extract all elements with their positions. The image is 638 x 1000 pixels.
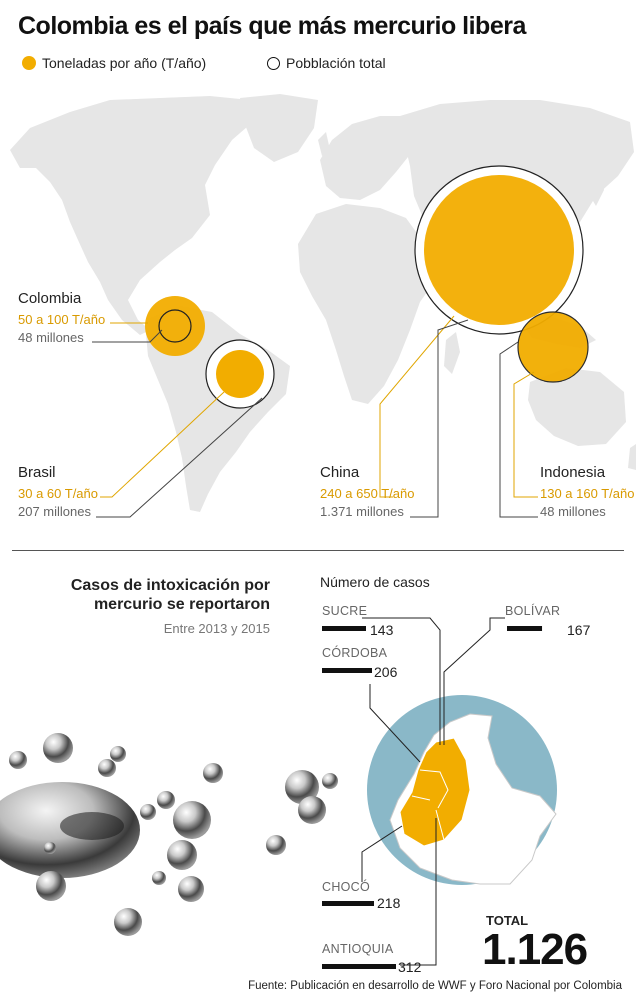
country-tons: 30 a 60 T/año — [18, 486, 98, 501]
country-population: 48 millones — [540, 504, 606, 519]
mercury-droplet — [266, 835, 286, 855]
mercury-droplet — [43, 733, 73, 763]
highlighted-departments — [399, 737, 471, 847]
mercury-droplet — [140, 804, 156, 820]
indonesia-bubble — [517, 311, 589, 383]
europe — [320, 116, 420, 200]
mercury-droplet — [152, 871, 166, 885]
label-indonesia: Indonesia 130 a 160 T/año 48 millones — [540, 464, 634, 519]
madagascar — [444, 332, 460, 374]
dept-value-choco: 218 — [377, 895, 401, 911]
legend-tons-label: Toneladas por año (T/año) — [42, 55, 207, 71]
dept-value-bolivar: 167 — [567, 622, 591, 638]
department-borders — [411, 769, 449, 841]
legend-population-label: Pobblación total — [286, 55, 386, 71]
dept-bar-chocó — [322, 901, 374, 906]
section-divider — [12, 550, 624, 551]
country-tons: 130 a 160 T/año — [540, 486, 635, 501]
indonesia-tons-leader — [513, 371, 538, 498]
united-kingdom — [318, 132, 330, 156]
world-map — [10, 94, 636, 518]
country-name: Colombia — [18, 290, 82, 307]
country-population: 1.371 millones — [320, 504, 404, 519]
mercury-droplet — [322, 773, 338, 789]
china-population-leader — [410, 319, 469, 518]
mercury-droplet — [285, 770, 319, 804]
brasil-tons-bubble — [216, 350, 264, 398]
department-bars — [322, 626, 543, 969]
mercury-droplet — [36, 871, 66, 901]
mercury-droplet — [178, 876, 204, 902]
legend-population: Pobblación total — [267, 55, 386, 71]
mercury-droplet — [44, 842, 56, 854]
mercury-droplet — [157, 791, 175, 809]
label-china: China 240 a 650 T/año 1.371 millones — [320, 464, 414, 519]
mercury-droplets — [0, 733, 338, 936]
label-colombia: Colombia 50 a 100 T/año 48 millones — [18, 290, 105, 345]
new-zealand — [628, 444, 636, 470]
source-note: Fuente: Publicación en desarrollo de WWF… — [248, 980, 622, 992]
legend-tons: Toneladas por año (T/año) — [22, 55, 206, 71]
dept-name-bolivar: BOLÍVAR — [505, 604, 561, 618]
cases-period: Entre 2013 y 2015 — [163, 621, 270, 636]
indonesia-population-leader — [499, 341, 538, 518]
brasil-population-leader — [96, 397, 263, 518]
country-population: 207 millones — [18, 504, 91, 519]
africa — [298, 204, 438, 404]
department-leaders — [361, 617, 505, 966]
outline-circle-icon — [267, 56, 280, 70]
dept-name-choco: CHOCÓ — [322, 880, 371, 894]
filled-circle-icon — [22, 56, 36, 70]
mercury-droplet — [167, 840, 197, 870]
mercury-blob-reflection — [60, 812, 124, 840]
japan — [590, 166, 604, 206]
mercury-droplet — [110, 746, 126, 762]
mercury-droplet — [203, 763, 223, 783]
page-title: Colombia es el país que más mercurio lib… — [18, 12, 526, 40]
north-america — [10, 96, 255, 335]
country-name: Indonesia — [540, 464, 606, 481]
dept-value-sucre: 143 — [370, 622, 394, 638]
dept-bar-sucre — [322, 626, 366, 631]
cases-title: Casos de intoxicación por mercurio se re… — [70, 577, 270, 613]
total-label: TOTAL — [486, 913, 529, 928]
total-value: 1.126 — [482, 925, 588, 974]
country-name: Brasil — [18, 464, 56, 481]
dept-value-cordoba: 206 — [374, 664, 398, 680]
country-name: China — [320, 464, 360, 481]
country-tons: 240 a 650 T/año — [320, 486, 415, 501]
dept-bar-bolívar — [507, 626, 543, 631]
china-tons-bubble — [424, 175, 574, 325]
brasil-tons-leader — [100, 391, 225, 498]
label-brasil: Brasil 30 a 60 T/año 207 millones — [18, 464, 98, 519]
dept-value-antioquia: 312 — [398, 959, 422, 975]
mercury-droplet — [9, 751, 27, 769]
mercury-droplet — [298, 796, 326, 824]
dept-name-cordoba: CÓRDOBA — [322, 646, 388, 660]
china-tons-leader — [379, 315, 455, 498]
dept-bar-córdoba — [322, 668, 372, 673]
country-population: 48 millones — [18, 330, 84, 345]
mercury-droplet — [98, 759, 116, 777]
australia — [528, 368, 626, 446]
colombia-tons-bubble — [145, 296, 205, 356]
dept-bar-antioquia — [322, 964, 396, 969]
greenland — [240, 94, 318, 162]
cases-subtitle: Número de casos — [320, 574, 430, 590]
dept-name-sucre: SUCRE — [322, 604, 368, 618]
colombia-population-leader — [92, 329, 163, 343]
mercury-droplet — [173, 801, 211, 839]
colombia-population-ring — [158, 309, 192, 343]
country-tons: 50 a 100 T/año — [18, 312, 106, 327]
dept-name-antioquia: ANTIOQUIA — [322, 942, 394, 956]
mercury-droplet — [114, 908, 142, 936]
